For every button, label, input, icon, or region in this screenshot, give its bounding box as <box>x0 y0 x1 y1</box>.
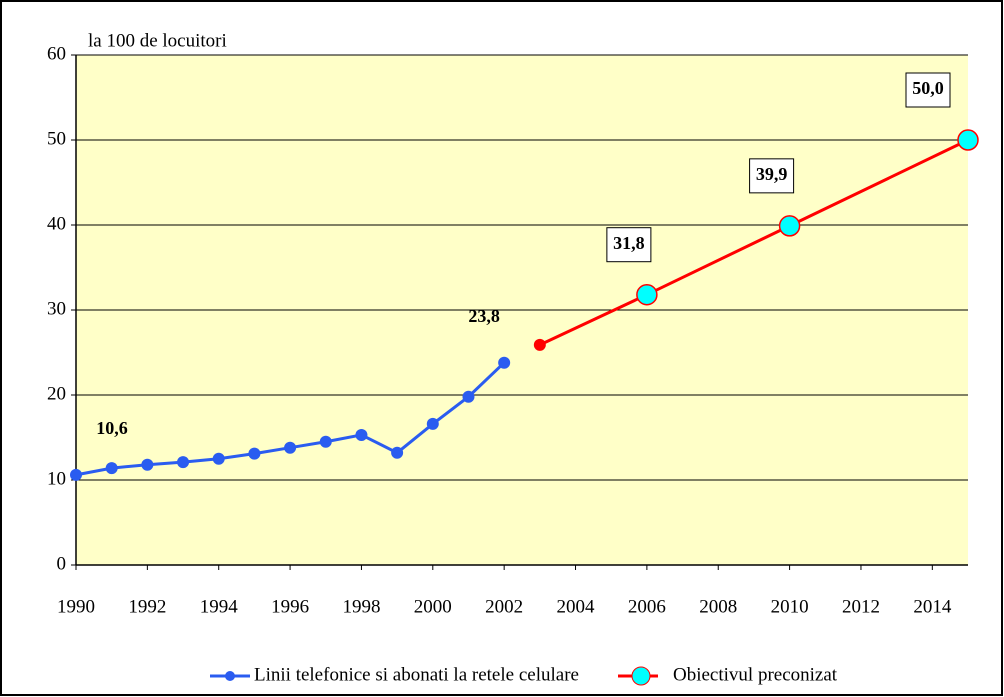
data-label: 31,8 <box>613 233 645 253</box>
x-tick-label: 1992 <box>128 596 166 617</box>
data-point <box>426 417 439 430</box>
x-tick-label: 2002 <box>485 596 523 617</box>
legend-marker <box>631 666 651 686</box>
x-tick-label: 1990 <box>57 596 95 617</box>
x-tick-label: 2004 <box>557 596 596 617</box>
data-point <box>462 390 475 403</box>
data-point <box>355 428 368 441</box>
data-point <box>248 447 261 460</box>
data-point <box>778 215 801 237</box>
y-tick-label: 40 <box>47 213 66 234</box>
y-tick-label: 30 <box>47 298 66 319</box>
data-point <box>319 435 332 448</box>
y-tick-label: 60 <box>47 43 66 64</box>
data-point <box>105 462 118 475</box>
label-box <box>749 158 795 194</box>
data-label: 23,8 <box>468 306 500 326</box>
data-label: 10,6 <box>96 418 128 438</box>
data-point <box>636 283 658 306</box>
x-tick-label: 2012 <box>842 596 880 617</box>
x-tick-label: 2010 <box>771 596 809 617</box>
x-tick-label: 2014 <box>913 596 952 617</box>
legend-label: Linii telefonice si abonati la retele ce… <box>254 664 579 685</box>
data-label: 39,9 <box>756 164 788 184</box>
y-tick-label: 20 <box>47 383 66 404</box>
y-tick-label: 0 <box>57 553 67 574</box>
x-tick-label: 1994 <box>200 596 239 617</box>
data-point <box>70 468 82 481</box>
x-tick-label: 1996 <box>271 596 309 617</box>
data-point <box>284 441 297 454</box>
legend-marker <box>225 671 235 681</box>
legend-label: Obiectivul preconizat <box>673 664 838 685</box>
x-tick-label: 1998 <box>342 596 380 617</box>
x-tick-label: 2008 <box>699 596 737 617</box>
data-point <box>957 129 979 151</box>
y-tick-label: 10 <box>47 468 66 489</box>
data-point <box>391 446 404 459</box>
data-point <box>177 456 190 469</box>
data-point <box>212 452 225 465</box>
x-tick-label: 2000 <box>414 596 452 617</box>
label-box <box>606 227 652 263</box>
data-point <box>141 458 154 471</box>
data-label: 50,0 <box>912 78 944 98</box>
data-point <box>533 338 546 351</box>
y-tick-label: 50 <box>47 128 66 149</box>
series-line <box>539 138 969 347</box>
data-point <box>498 356 511 369</box>
y-axis-label: la 100 de locuitori <box>88 30 227 51</box>
label-box <box>905 72 951 108</box>
x-tick-label: 2006 <box>628 596 666 617</box>
